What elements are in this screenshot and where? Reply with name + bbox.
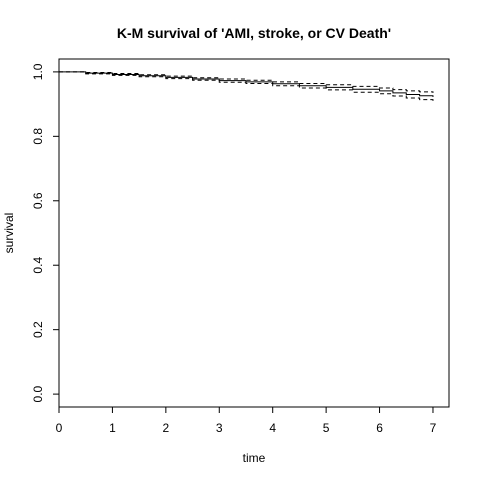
y-axis: 0.0 0.2 0.4 0.6 0.8 1.0 — [31, 63, 59, 402]
series-layer — [59, 71, 434, 102]
y-tick-label-5: 1.0 — [31, 63, 45, 80]
y-tick-label-4: 0.8 — [31, 128, 45, 145]
plot-frame — [58, 58, 450, 408]
confidence-band-line-1 — [59, 71, 434, 93]
x-axis-label: time — [243, 451, 266, 465]
chart-title: K-M survival of 'AMI, stroke, or CV Deat… — [117, 25, 391, 41]
x-tick-label-3: 3 — [216, 421, 223, 435]
y-tick-label-0: 0.0 — [31, 385, 45, 402]
x-tick-label-0: 0 — [56, 421, 63, 435]
x-tick-label-1: 1 — [109, 421, 116, 435]
y-axis-label: survival — [2, 213, 16, 254]
y-tick-label-2: 0.4 — [31, 257, 45, 274]
x-axis: 0 1 2 3 4 5 6 7 — [56, 407, 437, 435]
y-tick-label-1: 0.2 — [31, 321, 45, 338]
x-tick-label-4: 4 — [269, 421, 276, 435]
confidence-band-line-2 — [59, 71, 434, 102]
x-tick-label-2: 2 — [163, 421, 170, 435]
y-tick-label-3: 0.6 — [31, 192, 45, 209]
x-tick-label-7: 7 — [430, 421, 437, 435]
x-tick-label-6: 6 — [376, 421, 383, 435]
x-tick-label-5: 5 — [323, 421, 330, 435]
